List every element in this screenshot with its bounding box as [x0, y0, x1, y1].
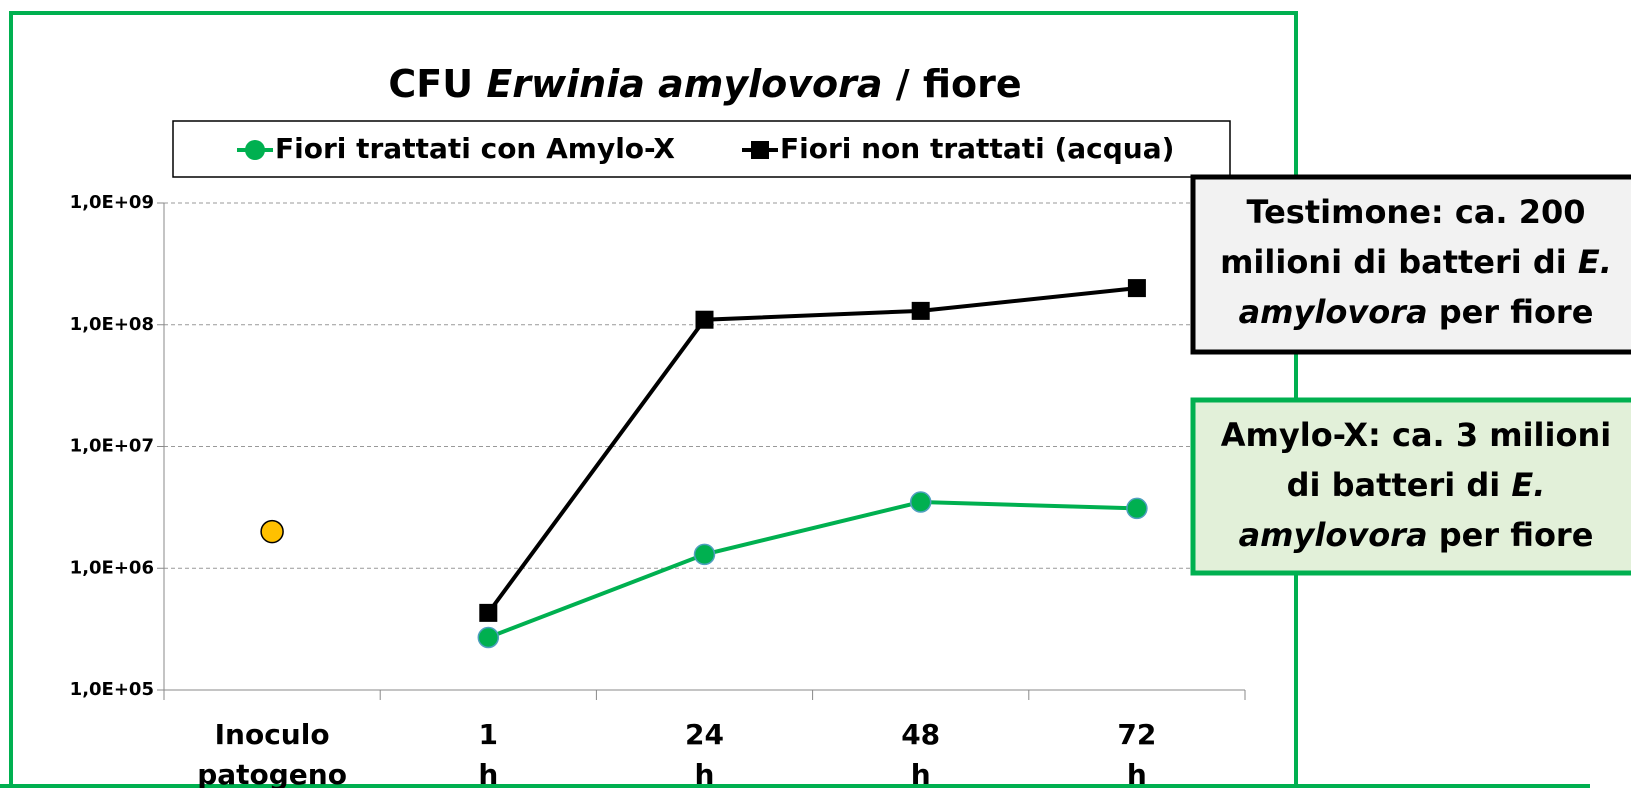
legend-label: Fiori trattati con Amylo-X: [275, 132, 675, 165]
chart-title-part: Erwinia amylovora: [486, 62, 882, 106]
annotation-text-part: Amylo-X: ca. 3 milioni: [1221, 416, 1611, 454]
annotation-text-part: amylovora: [1239, 293, 1428, 331]
x-tick-label-line: h: [911, 758, 931, 788]
x-tick-label-line: h: [695, 758, 715, 788]
point: [693, 543, 716, 566]
x-tick-label: 24 h: [685, 718, 724, 788]
annotation-text: amylovora per fiore: [1239, 516, 1594, 554]
series-line: [487, 500, 1137, 640]
x-tick-label-line: h: [1127, 758, 1147, 788]
y-tick-label: 1,0E+08: [70, 314, 154, 335]
y-tick-label: 1,0E+06: [70, 557, 154, 578]
annotation-text-part: Testimone: ca. 200: [1247, 193, 1586, 231]
annotation-text: Amylo-X: ca. 3 milioni: [1221, 416, 1611, 454]
x-tick-label-line: 24: [685, 718, 724, 751]
annotation-text-part: E.: [1511, 466, 1545, 504]
x-tick-label: 72 h: [1117, 718, 1156, 788]
annotation-text-part: amylovora: [1239, 516, 1428, 554]
chart-title-part: / fiore: [883, 62, 1022, 106]
y-tick-label: 1,0E+05: [70, 679, 154, 700]
annotation-text: Testimone: ca. 200: [1247, 193, 1586, 231]
annotation-box: [1190, 397, 1631, 576]
inoculum-point: [260, 519, 284, 544]
legend-label: Fiori non trattati (acqua): [780, 132, 1174, 165]
point: [477, 626, 500, 649]
x-tick-label: Inoculo patogeno: [197, 718, 347, 788]
x-tick-label-line: Inoculo: [215, 718, 330, 751]
point: [479, 603, 498, 622]
x-tick-label-line: 1: [479, 718, 498, 751]
point: [1126, 497, 1148, 520]
chart-title: CFU Erwinia amylovora / fiore: [388, 62, 1021, 106]
y-tick-label: 1,0E+07: [70, 436, 154, 457]
x-tick-label-line: 72: [1117, 718, 1156, 751]
annotation-text-part: milioni di batteri di: [1220, 243, 1578, 281]
annotation-box: [1190, 174, 1631, 355]
annotation-text: milioni di batteri di E.: [1220, 243, 1612, 281]
point: [911, 301, 930, 320]
annotation-text-part: di batteri di: [1287, 466, 1512, 504]
point: [695, 310, 714, 329]
annotation-text: di batteri di E.: [1287, 466, 1546, 504]
x-tick-label-line: patogeno: [197, 758, 347, 788]
y-tick-label: 1,0E+09: [70, 192, 154, 213]
x-tick-label: 48 h: [901, 718, 940, 788]
annotation-text-part: per fiore: [1428, 516, 1594, 554]
point: [909, 491, 932, 513]
annotation-text-part: per fiore: [1428, 293, 1594, 331]
annotation-text: amylovora per fiore: [1239, 293, 1594, 331]
series-line: [486, 286, 1138, 615]
legend-box: [172, 120, 1231, 178]
legend-marker: [245, 140, 265, 160]
x-tick-label-line: 48: [901, 718, 940, 751]
chart-title-part: CFU: [388, 62, 486, 106]
legend-marker: [751, 141, 769, 159]
point: [1127, 279, 1146, 298]
annotation-text-part: E.: [1578, 243, 1612, 281]
x-tick-label-line: h: [478, 758, 498, 788]
